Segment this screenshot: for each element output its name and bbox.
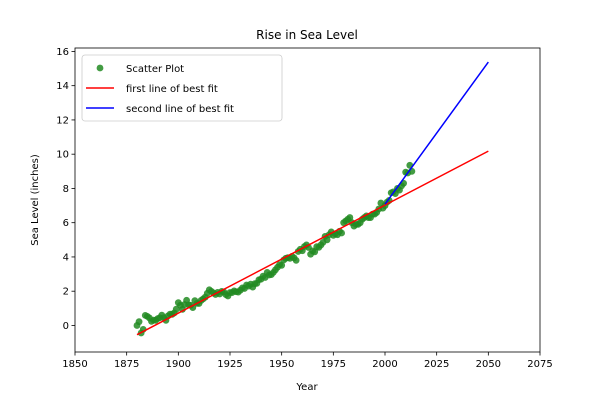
y-tick-label: 4 (63, 252, 69, 263)
legend-scatter-marker (96, 64, 104, 72)
legend-label: first line of best fit (126, 84, 218, 95)
scatter-point (323, 236, 331, 244)
axes-frame (74, 47, 541, 353)
plot-area: 1850 1875 1900 1925 1950 1975 2000 2025 2050 2075… (56, 47, 552, 370)
scatter-point (311, 248, 319, 256)
scatter-point (135, 318, 143, 326)
y-tick-label: 2 (63, 287, 69, 298)
first-fit-line (136, 150, 489, 336)
y-tick-label: 0 (63, 321, 69, 332)
y-tick-label: 10 (56, 150, 69, 161)
x-tick-label: 2000 (372, 359, 397, 370)
x-tick-label: 1950 (269, 359, 294, 370)
scatter-point (292, 256, 300, 264)
y-tick-label: 16 (56, 47, 69, 58)
legend-box (81, 54, 283, 122)
y-axis-label: Sea Level (inches) (30, 154, 41, 246)
y-tick-label: 6 (63, 218, 69, 229)
y-tick-label: 12 (56, 115, 69, 126)
legend-label: second line of best fit (126, 104, 234, 115)
scatter-point (346, 214, 354, 221)
legend-label: Scatter Plot (126, 64, 184, 75)
x-tick-label: 2075 (527, 359, 552, 370)
x-tick-label: 2025 (424, 359, 449, 370)
x-tick-label: 1875 (114, 359, 139, 370)
y-tick-label: 8 (63, 184, 69, 195)
x-tick-label: 1975 (321, 359, 346, 370)
x-axis-label: Year (295, 382, 318, 393)
x-tick-label: 2050 (476, 359, 501, 370)
scatter-point (338, 229, 345, 237)
y-tick-label: 14 (56, 81, 69, 92)
scatter-point (278, 261, 286, 269)
x-tick-label: 1850 (62, 359, 87, 370)
legend: Scatter Plot first line of best fit second… (81, 54, 283, 122)
second-fit-line (384, 61, 489, 205)
chart-title: Rise in Sea Level (256, 28, 358, 42)
x-tick-label: 1900 (166, 359, 191, 370)
x-tick-label: 1925 (217, 359, 242, 370)
